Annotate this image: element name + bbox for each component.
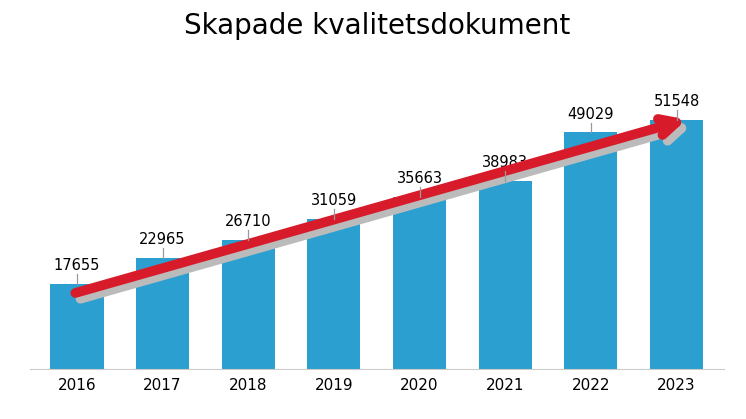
Bar xyxy=(51,284,104,369)
Bar xyxy=(136,258,189,369)
Bar xyxy=(222,240,275,369)
Text: 35663: 35663 xyxy=(397,171,442,186)
Text: 51548: 51548 xyxy=(653,94,700,109)
Text: 38983: 38983 xyxy=(482,155,528,170)
Text: 26710: 26710 xyxy=(225,214,272,229)
Bar xyxy=(479,181,532,369)
Bar xyxy=(564,132,618,369)
Bar xyxy=(393,197,446,369)
Text: 22965: 22965 xyxy=(140,233,186,247)
Text: 31059: 31059 xyxy=(311,193,357,208)
Text: 17655: 17655 xyxy=(54,258,100,273)
Bar xyxy=(650,120,703,369)
Text: 49029: 49029 xyxy=(568,106,614,122)
Title: Skapade kvalitetsdokument: Skapade kvalitetsdokument xyxy=(184,12,570,40)
Bar xyxy=(307,219,360,369)
